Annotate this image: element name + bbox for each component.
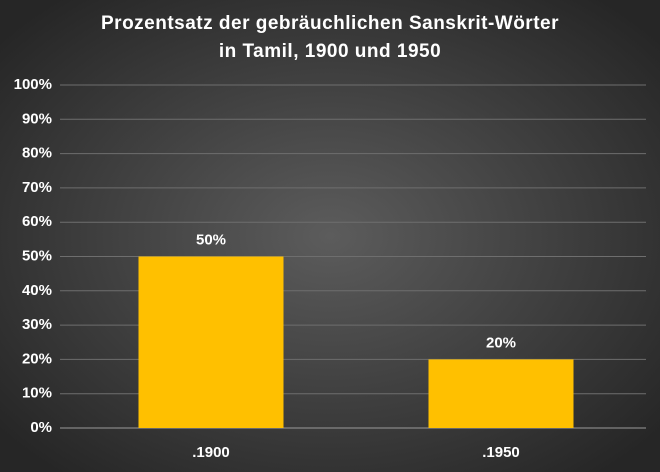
data-label: 50% [196,231,226,248]
y-tick-label: 0% [30,419,52,436]
chart-title: in Tamil, 1900 und 1950 [219,41,441,62]
x-tick-label: .1900 [192,444,230,461]
y-tick-label: 50% [22,247,52,264]
data-label: 20% [486,334,516,351]
y-tick-label: 10% [22,385,52,402]
chart-title: Prozentsatz der gebräuchlichen Sanskrit-… [101,13,559,34]
y-tick-label: 60% [22,213,52,230]
x-tick-label: .1950 [482,444,520,461]
y-tick-label: 40% [22,282,52,299]
y-tick-label: 90% [22,110,52,127]
y-tick-label: 30% [22,316,52,333]
y-tick-label: 80% [22,145,52,162]
y-tick-label: 20% [22,350,52,367]
bar [428,359,574,428]
y-tick-label: 100% [14,76,52,93]
y-tick-label: 70% [22,179,52,196]
bar [138,256,284,428]
